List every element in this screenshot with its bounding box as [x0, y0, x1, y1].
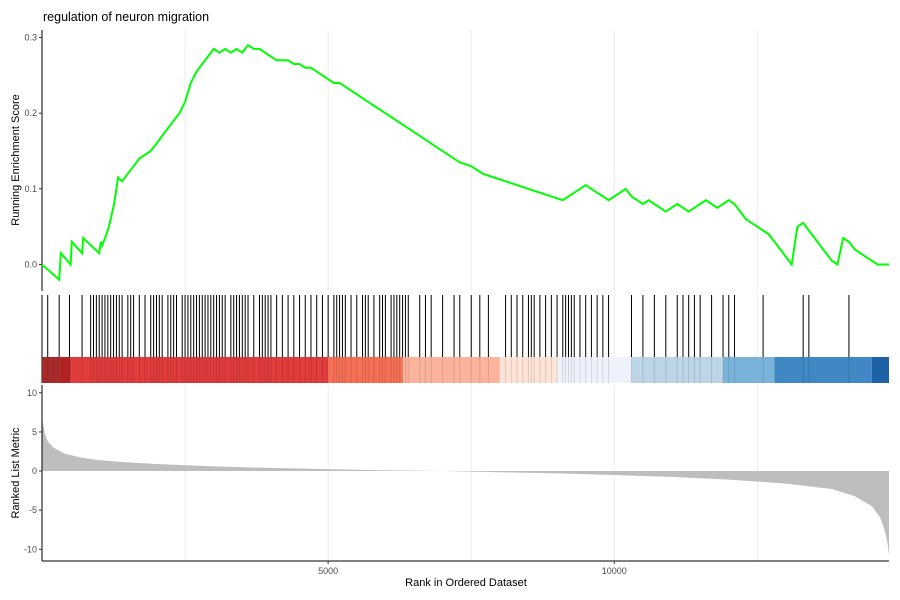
- x-tick-label: 5000: [318, 566, 338, 576]
- x-axis-title: Rank in Ordered Dataset: [405, 577, 527, 589]
- colorbar-segment: [42, 357, 60, 383]
- running-score-panel: 0.0 0.1 0.2 0.3 Running Enrichment Score: [10, 30, 889, 291]
- metric-y-axis-title: Ranked List Metric: [10, 427, 22, 519]
- colorbar-segment: [328, 357, 403, 383]
- score-y-axis-title: Running Enrichment Score: [10, 94, 22, 225]
- colorbar-segment: [70, 357, 329, 383]
- metric-y-tick-label: 5: [32, 427, 37, 437]
- rank-colorbar: [42, 357, 889, 383]
- metric-y-tick-label: 0: [32, 466, 37, 476]
- score-gridlines: [184, 30, 758, 291]
- chart-title: regulation of neuron migration: [43, 10, 209, 24]
- score-y-tick-label: 0.2: [24, 108, 37, 118]
- colorbar-segment: [557, 357, 632, 383]
- colorbar-segment: [499, 357, 558, 383]
- running-score-line: [41, 43, 889, 282]
- x-ticks: 5000 10000: [318, 561, 627, 576]
- gene-hit-lines: [47, 295, 850, 357]
- colorbar-segment: [402, 357, 500, 383]
- metric-y-ticks: 10 5 0 -5 -10: [24, 388, 42, 554]
- ranked-metric-area: [42, 417, 889, 556]
- score-y-ticks: 0.0 0.1 0.2 0.3: [24, 33, 42, 270]
- metric-y-tick-label: 10: [27, 388, 37, 398]
- gene-hits-panel: [41, 295, 889, 383]
- colorbar-segment: [723, 357, 775, 383]
- x-tick-label: 10000: [602, 566, 627, 576]
- metric-y-tick-label: -10: [24, 544, 37, 554]
- score-y-tick-label: 0.1: [24, 184, 37, 194]
- colorbar-segment: [774, 357, 872, 383]
- colorbar-segment: [871, 357, 889, 383]
- ranked-metric-panel: 10 5 0 -5 -10 5000 10000 Ranked List Metric R…: [10, 385, 889, 589]
- colorbar-segment: [631, 357, 724, 383]
- score-y-tick-label: 0.0: [24, 260, 37, 270]
- metric-y-tick-label: -5: [29, 505, 37, 515]
- colorbar-segment: [59, 357, 71, 383]
- score-y-tick-label: 0.3: [24, 33, 37, 43]
